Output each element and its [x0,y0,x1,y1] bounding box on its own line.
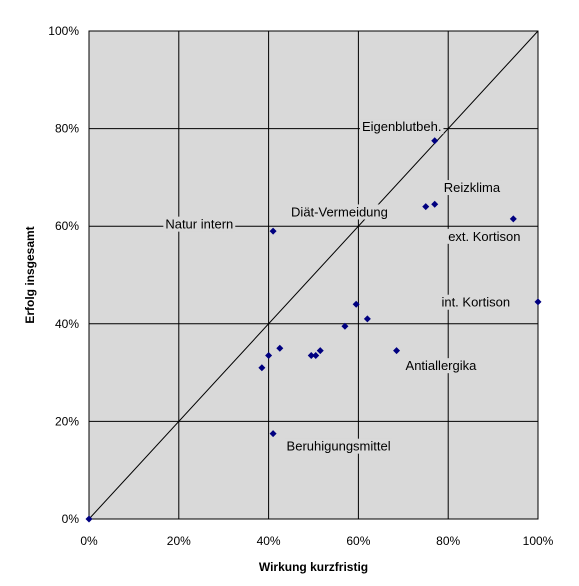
y-tick-label: 0% [62,512,80,526]
data-point [509,215,517,223]
x-axis-title: Wirkung kurzfristig [259,560,368,574]
y-tick-label: 40% [55,317,79,331]
annotations: Eigenblutbeh. Reizklima Diät-Vermeidung Nat… [163,119,523,454]
point-annotation: int. Kortison [441,295,510,310]
annotation-background [446,228,523,244]
point-annotation: Reizklima [444,180,501,195]
data-point [393,347,401,355]
data-point [312,352,320,360]
y-axis-title: Erfolg insgesamt [23,226,37,323]
annotation-background [289,204,390,220]
point-annotation: Antiallergika [406,358,478,373]
annotation-background [284,438,393,454]
annotation-background [359,119,444,135]
point-annotation: Diät-Vermeidung [291,204,388,219]
y-tick-label: 80% [55,122,79,136]
annotation-background [439,294,513,310]
point-annotation: Beruhigungsmittel [287,439,391,454]
data-point [269,227,277,235]
data-point [534,298,542,306]
data-point [265,352,273,360]
data-point [352,300,360,308]
data-point [276,344,284,352]
data-point [258,364,266,372]
data-point [431,137,439,145]
data-point [85,515,93,523]
gridlines [89,31,538,519]
annotation-background [441,180,503,196]
point-annotation: Natur intern [165,217,233,232]
point-annotation: ext. Kortison [448,229,520,244]
data-point [431,200,439,208]
x-tick-label: 80% [436,534,460,548]
x-tick-labels: 0% 20% 40% 60% 80% 100% [80,534,553,548]
x-tick-label: 0% [80,534,98,548]
data-point [341,322,349,330]
annotation-background [163,216,236,232]
annotation-background [403,358,480,374]
reference-diagonal-line [88,30,539,520]
data-point [422,203,430,211]
point-annotation: Eigenblutbeh. [362,119,442,134]
y-tick-label: 60% [55,219,79,233]
y-tick-labels: 0% 20% 40% 60% 80% 100% [48,24,79,526]
x-tick-label: 40% [257,534,281,548]
y-tick-label: 100% [48,24,79,38]
data-point [363,315,371,323]
data-point [269,430,277,438]
plot-border [88,30,539,520]
x-tick-label: 100% [523,534,554,548]
x-tick-label: 60% [346,534,370,548]
x-tick-label: 20% [167,534,191,548]
data-point [316,347,324,355]
data-point [307,352,315,360]
y-tick-label: 20% [55,414,79,428]
data-points [85,137,542,523]
